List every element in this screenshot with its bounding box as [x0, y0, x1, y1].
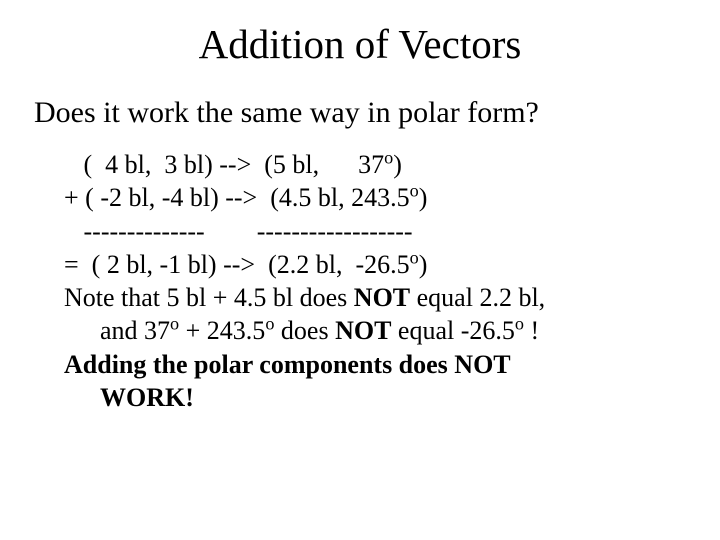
note-c: and 37 [100, 316, 170, 345]
note-d: + 243.5 [179, 316, 265, 345]
eq2-pre: + ( -2 bl, -4 bl) --> (4.5 bl, 243.5 [64, 183, 410, 212]
eq3-deg: o [410, 247, 419, 267]
note-f: equal -26.5 [391, 316, 514, 345]
eq1-deg: o [384, 147, 393, 167]
conclusion-line-2: WORK! [64, 381, 680, 414]
eq1-post: ) [393, 150, 402, 179]
note-a: Note that 5 bl + 4.5 bl does [64, 283, 354, 312]
conclusion-line: Adding the polar components does NOT [64, 348, 680, 381]
note-g: ! [524, 316, 539, 345]
note-b: equal 2.2 bl, [410, 283, 545, 312]
eq2-deg: o [410, 181, 419, 201]
note-not-1: NOT [354, 283, 410, 312]
note-c-deg: o [170, 314, 179, 334]
divider-dashes: -------------- ------------------ [64, 215, 680, 248]
eq1-pre: ( 4 bl, 3 bl) --> (5 bl, 37 [64, 150, 384, 179]
note-f-deg: o [515, 314, 524, 334]
conclusion-1: Adding the polar components does NOT [64, 350, 511, 379]
note-line-1: Note that 5 bl + 4.5 bl does NOT equal 2… [64, 281, 680, 314]
conclusion-2: WORK! [100, 383, 194, 412]
eq3-post: ) [419, 250, 428, 279]
note-not-2: NOT [335, 316, 391, 345]
equation-line-3: = ( 2 bl, -1 bl) --> (2.2 bl, -26.5o) [64, 248, 680, 281]
page-title: Addition of Vectors [0, 20, 720, 68]
eq2-post: ) [419, 183, 428, 212]
content-block: ( 4 bl, 3 bl) --> (5 bl, 37o) + ( -2 bl,… [64, 148, 680, 414]
eq3-pre: = ( 2 bl, -1 bl) --> (2.2 bl, -26.5 [64, 250, 410, 279]
note-e: does [274, 316, 335, 345]
question-text: Does it work the same way in polar form? [34, 96, 720, 130]
equation-line-2: + ( -2 bl, -4 bl) --> (4.5 bl, 243.5o) [64, 181, 680, 214]
equation-line-1: ( 4 bl, 3 bl) --> (5 bl, 37o) [64, 148, 680, 181]
note-line-2: and 37o + 243.5o does NOT equal -26.5o ! [64, 314, 680, 347]
